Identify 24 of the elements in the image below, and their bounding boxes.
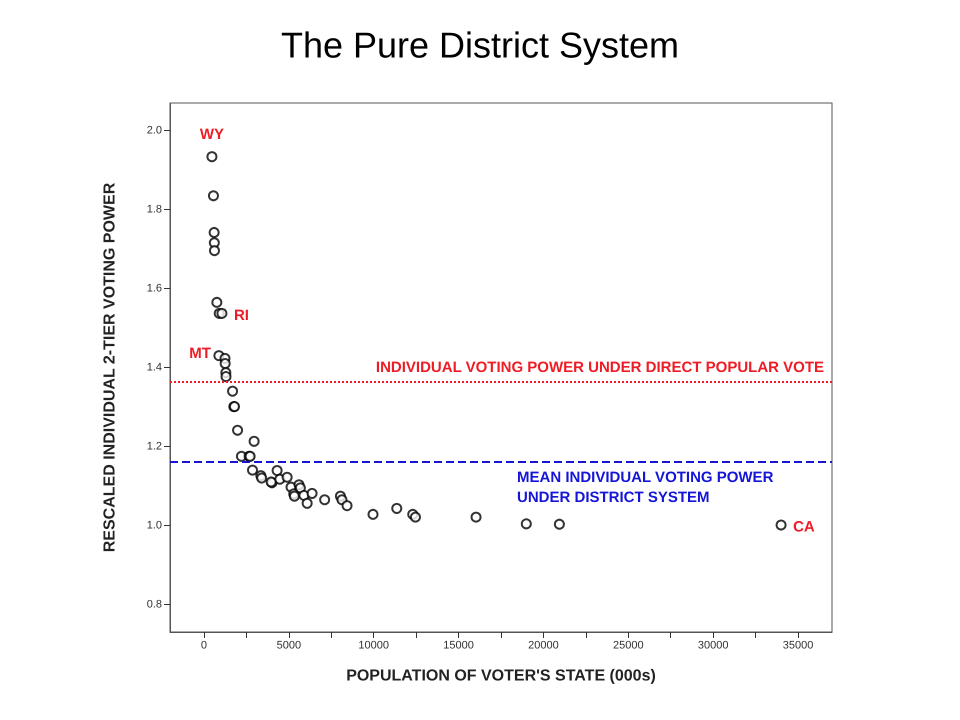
ref-line-label: INDIVIDUAL VOTING POWER UNDER DIRECT POPULAR VOTE: [376, 358, 824, 376]
x-tick-label: 20000: [528, 640, 559, 652]
x-tick-label: 30000: [698, 640, 728, 652]
annotation: CA: [793, 518, 815, 536]
annotation: RI: [234, 306, 249, 324]
chart-title: The Pure District System: [280, 24, 680, 66]
x-tick-label: 15000: [443, 640, 474, 652]
ref-line-label: MEAN INDIVIDUAL VOTING POWER UNDER DISTRICT SYSTEM: [517, 468, 778, 506]
x-axis-title: POPULATION OF VOTER'S STATE (000s): [346, 668, 656, 684]
x-tick-label: 0: [200, 640, 208, 652]
y-tick-label: 1.4: [146, 362, 162, 374]
x-tick-label: 25000: [613, 640, 644, 652]
y-tick-label: 0.8: [146, 598, 162, 610]
y-axis-title: RESCALED INDIVIDUAL 2-TIER VOTING POWER: [102, 182, 118, 552]
y-tick-label: 1.6: [146, 282, 162, 295]
x-tick-label: 5000: [276, 640, 302, 652]
y-tick-label: 2.0: [146, 124, 162, 137]
x-tick-label: 35000: [782, 640, 814, 652]
annotation: WY: [200, 126, 224, 144]
annotation: MT: [189, 345, 211, 362]
y-tick-label: 1.2: [146, 440, 162, 452]
x-tick-label: 10000: [358, 640, 389, 652]
y-tick-label: 1.0: [146, 519, 162, 532]
y-tick-label: 1.8: [146, 204, 162, 216]
